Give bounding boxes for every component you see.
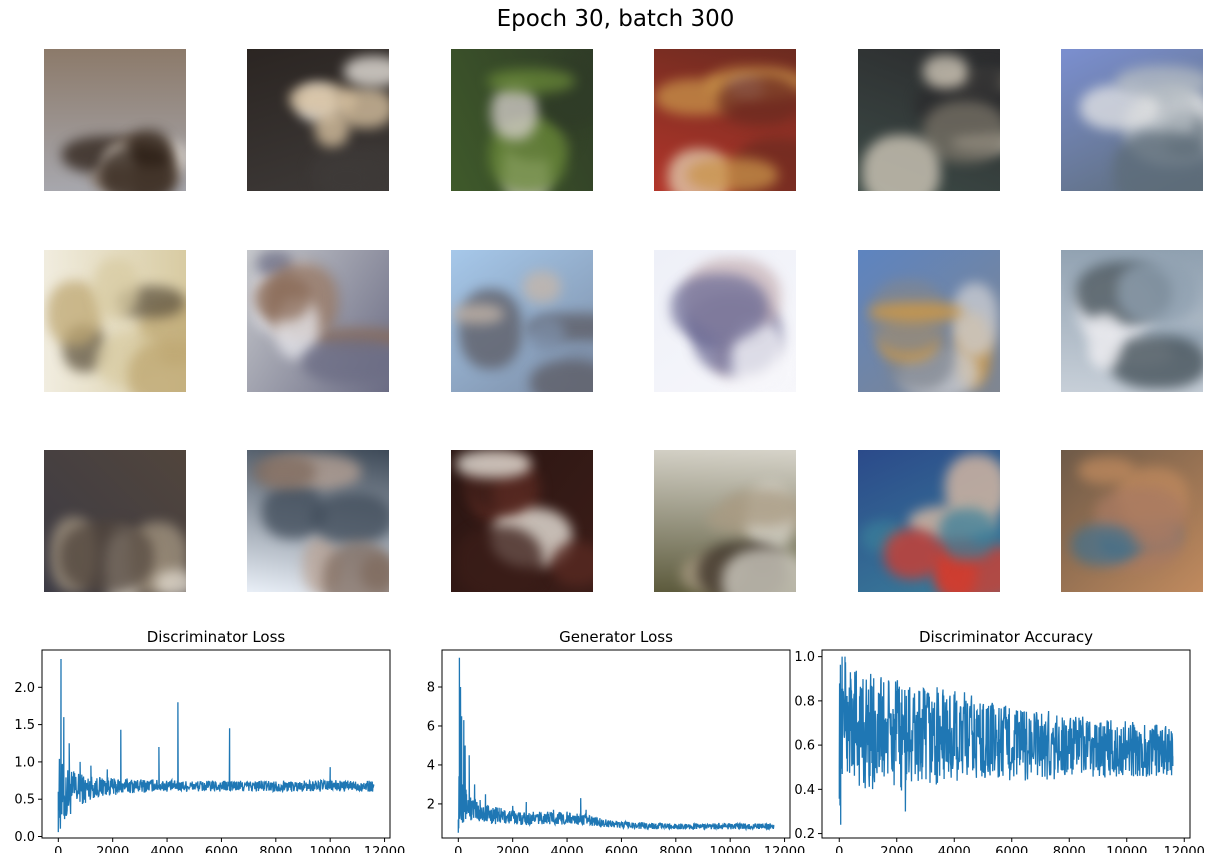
- generated-sample-image: [858, 49, 1000, 191]
- x-tick-label: 4000: [938, 845, 971, 853]
- generated-sample-image: [247, 49, 389, 191]
- x-tick-label: 8000: [659, 845, 692, 853]
- x-tick-label: 6000: [995, 845, 1028, 853]
- generated-sample-image: [858, 450, 1000, 592]
- x-tick-label: 0: [835, 845, 843, 853]
- y-tick-label: 2: [427, 797, 435, 812]
- generated-sample-image: [858, 250, 1000, 392]
- chart-title: Generator Loss: [559, 628, 673, 646]
- y-tick-label: 6: [427, 719, 435, 734]
- y-tick-label: 2.0: [14, 681, 35, 696]
- y-tick-label: 0.8: [794, 694, 815, 709]
- axes-frame: [41, 649, 391, 839]
- y-tick-label: 0.5: [14, 793, 35, 808]
- generated-sample-image: [1061, 450, 1203, 592]
- generated-sample-image: [451, 450, 593, 592]
- chart-title: Discriminator Accuracy: [919, 628, 1093, 646]
- y-tick-label: 0.6: [794, 739, 815, 754]
- x-tick-label: 0: [54, 845, 62, 853]
- x-tick-label: 6000: [605, 845, 638, 853]
- y-tick-label: 8: [427, 681, 435, 696]
- x-tick-label: 2000: [96, 845, 129, 853]
- generator-loss-plot: 0 2000 4000 6000 8000 10000 12000 2 4 6 8 Generator…: [427, 628, 806, 853]
- x-tick-label: 12000: [364, 845, 405, 853]
- generated-sample-image: [247, 250, 389, 392]
- discriminator-loss-plot: 0 2000 4000 6000 8000 10000 12000 0.0 0.5 1.0 1.5 2…: [14, 628, 405, 853]
- y-tick-label: 1.5: [14, 718, 35, 733]
- series-line: [57, 658, 375, 833]
- generated-sample-image: [247, 450, 389, 592]
- series-line: [838, 656, 1174, 825]
- x-tick-label: 4000: [551, 845, 584, 853]
- generated-sample-image: [654, 49, 796, 191]
- generated-sample-image: [44, 250, 186, 392]
- x-tick-label: 10000: [1106, 845, 1147, 853]
- discriminator-accuracy-plot: 0 2000 4000 6000 8000 10000 12000 0.2 0.4 0.6 0.8 1…: [794, 628, 1205, 853]
- x-tick-label: 10000: [710, 845, 751, 853]
- generated-sample-image: [451, 250, 593, 392]
- figure-title: Epoch 30, batch 300: [496, 6, 735, 32]
- y-tick-label: 4: [427, 758, 435, 773]
- y-tick-label: 1.0: [794, 650, 815, 665]
- y-tick-label: 0.2: [794, 827, 815, 842]
- x-tick-label: 8000: [1053, 845, 1086, 853]
- generated-sample-image: [654, 250, 796, 392]
- x-tick-label: 4000: [151, 845, 184, 853]
- axes-frame: [441, 649, 791, 839]
- x-tick-label: 0: [454, 845, 462, 853]
- generated-sample-image: [1061, 49, 1203, 191]
- generated-sample-image: [654, 450, 796, 592]
- generated-sample-image: [44, 450, 186, 592]
- y-tick-label: 0.4: [794, 783, 815, 798]
- x-tick-label: 2000: [496, 845, 529, 853]
- generated-sample-image: [44, 49, 186, 191]
- x-tick-label: 12000: [1164, 845, 1205, 853]
- chart-title: Discriminator Loss: [147, 628, 286, 646]
- x-tick-label: 10000: [310, 845, 351, 853]
- x-tick-label: 6000: [205, 845, 238, 853]
- x-tick-label: 12000: [764, 845, 805, 853]
- generated-sample-image: [1061, 250, 1203, 392]
- generated-sample-image: [451, 49, 593, 191]
- y-tick-label: 0.0: [14, 830, 35, 845]
- x-tick-label: 8000: [259, 845, 292, 853]
- y-tick-label: 1.0: [14, 755, 35, 770]
- series-line: [457, 657, 775, 833]
- axes-frame: [821, 649, 1191, 839]
- x-tick-label: 2000: [880, 845, 913, 853]
